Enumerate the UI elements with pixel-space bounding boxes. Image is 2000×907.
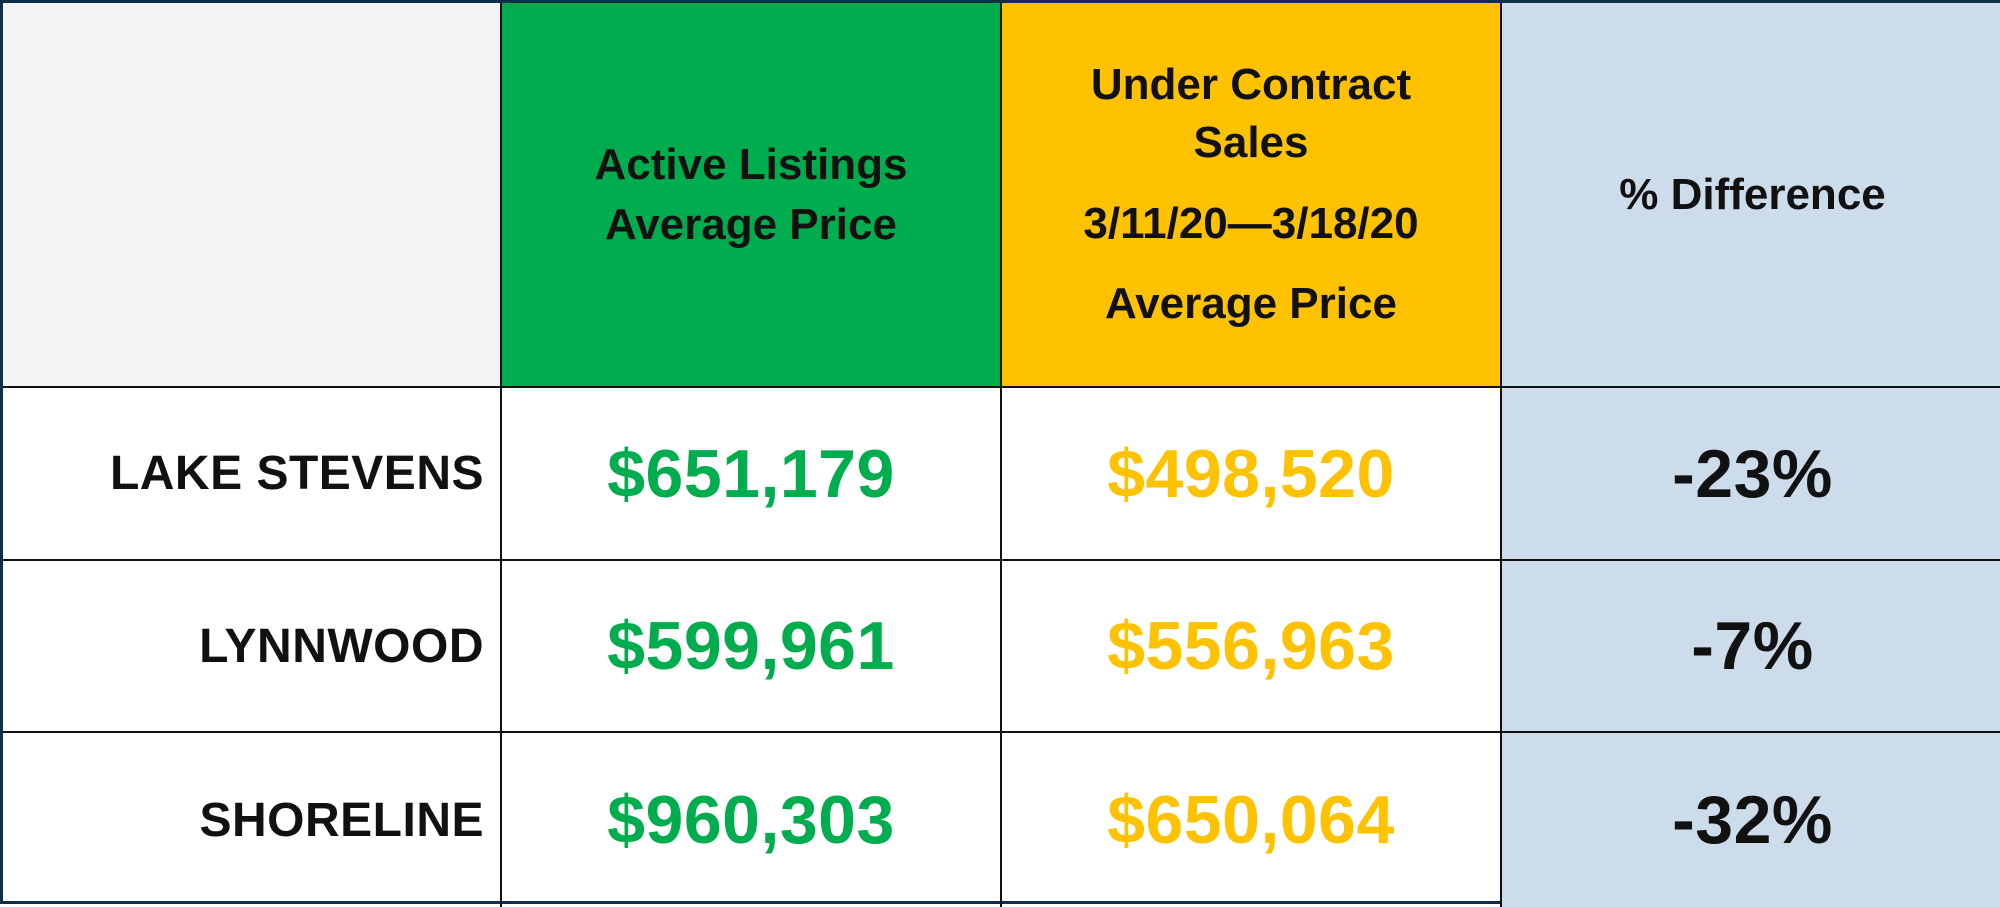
header-active-listings: Active Listings Average Price <box>502 3 1002 388</box>
header-active-line-1: Active Listings <box>594 140 908 190</box>
cell-diff-shoreline: -32% <box>1502 733 2000 907</box>
corner-cell <box>3 3 502 388</box>
header-contract-line-1: Under Contract <box>1090 60 1412 110</box>
value-contract-lake-stevens: $498,520 <box>1107 435 1395 512</box>
header-contract-line-3: 3/11/20—3/18/20 <box>1083 198 1419 248</box>
header-active-text: Active Listings Average Price <box>595 135 908 254</box>
cell-active-lynnwood: $599,961 <box>502 561 1002 733</box>
row-label-shoreline: SHORELINE <box>3 733 502 907</box>
value-diff-lynnwood: -7% <box>1691 608 1814 684</box>
header-active-line-2: Average Price <box>605 199 897 249</box>
value-diff-shoreline: -32% <box>1672 782 1833 858</box>
cell-contract-lynnwood: $556,963 <box>1002 561 1502 733</box>
value-diff-lake-stevens: -23% <box>1672 435 1833 512</box>
value-active-lake-stevens: $651,179 <box>607 435 895 512</box>
header-diff-text: % Difference <box>1619 165 1886 224</box>
header-under-contract: Under Contract Sales 3/11/20—3/18/20 Ave… <box>1002 3 1502 388</box>
value-active-lynnwood: $599,961 <box>607 608 895 684</box>
header-diff-line-1: % Difference <box>1619 169 1886 219</box>
value-active-shoreline: $960,303 <box>607 782 895 858</box>
header-contract-line-4: Average Price <box>1105 278 1397 328</box>
row-label-lynnwood: LYNNWOOD <box>3 561 502 733</box>
header-contract-text: Under Contract Sales 3/11/20—3/18/20 Ave… <box>1083 56 1418 332</box>
header-contract-line-2: Sales <box>1193 118 1309 168</box>
cell-contract-lake-stevens: $498,520 <box>1002 388 1502 561</box>
row-label-lake-stevens: LAKE STEVENS <box>3 388 502 561</box>
cell-diff-lynnwood: -7% <box>1502 561 2000 733</box>
cell-active-shoreline: $960,303 <box>502 733 1002 907</box>
cell-active-lake-stevens: $651,179 <box>502 388 1002 561</box>
value-contract-shoreline: $650,064 <box>1107 782 1395 858</box>
cell-diff-lake-stevens: -23% <box>1502 388 2000 561</box>
cell-contract-shoreline: $650,064 <box>1002 733 1502 907</box>
value-contract-lynnwood: $556,963 <box>1107 608 1395 684</box>
header-percent-difference: % Difference <box>1502 3 2000 388</box>
